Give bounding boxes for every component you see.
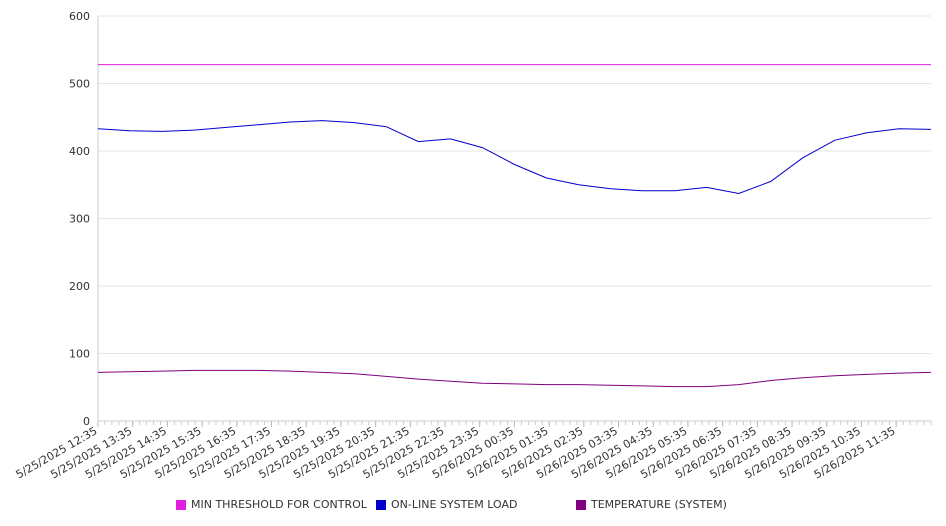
y-tick-label: 0 (83, 415, 90, 428)
legend-item-system-load[interactable]: ON-LINE SYSTEM LOAD (376, 498, 517, 511)
gridlines (98, 15, 931, 354)
y-tick-label: 300 (69, 213, 90, 226)
series-lines (97, 64, 932, 388)
y-tick-label: 500 (69, 78, 90, 91)
legend-swatch-blue (376, 499, 386, 510)
y-axis-ticks: 0 100 200 300 400 500 600 (69, 10, 90, 428)
x-axis-ticks: 5/25/2025 12:355/25/2025 13:355/25/2025 … (14, 421, 898, 481)
y-tick-label: 600 (69, 10, 90, 23)
legend-label: ON-LINE SYSTEM LOAD (391, 498, 518, 511)
legend-label: TEMPERATURE (SYSTEM) (591, 498, 727, 511)
legend: MIN THRESHOLD FOR CONTROL ON-LINE SYSTEM… (0, 498, 946, 514)
legend-item-min-threshold[interactable]: MIN THRESHOLD FOR CONTROL (176, 498, 367, 511)
legend-item-temperature[interactable]: TEMPERATURE (SYSTEM) (576, 498, 727, 511)
y-tick-label: 100 (69, 348, 90, 361)
legend-swatch-magenta (176, 499, 186, 510)
legend-swatch-purple (576, 499, 586, 510)
y-tick-label: 400 (69, 145, 90, 158)
series-line-1 (97, 120, 932, 195)
y-tick-label: 200 (69, 280, 90, 293)
axes (97, 16, 932, 425)
series-line-2 (97, 369, 932, 388)
legend-label: MIN THRESHOLD FOR CONTROL (191, 498, 367, 511)
